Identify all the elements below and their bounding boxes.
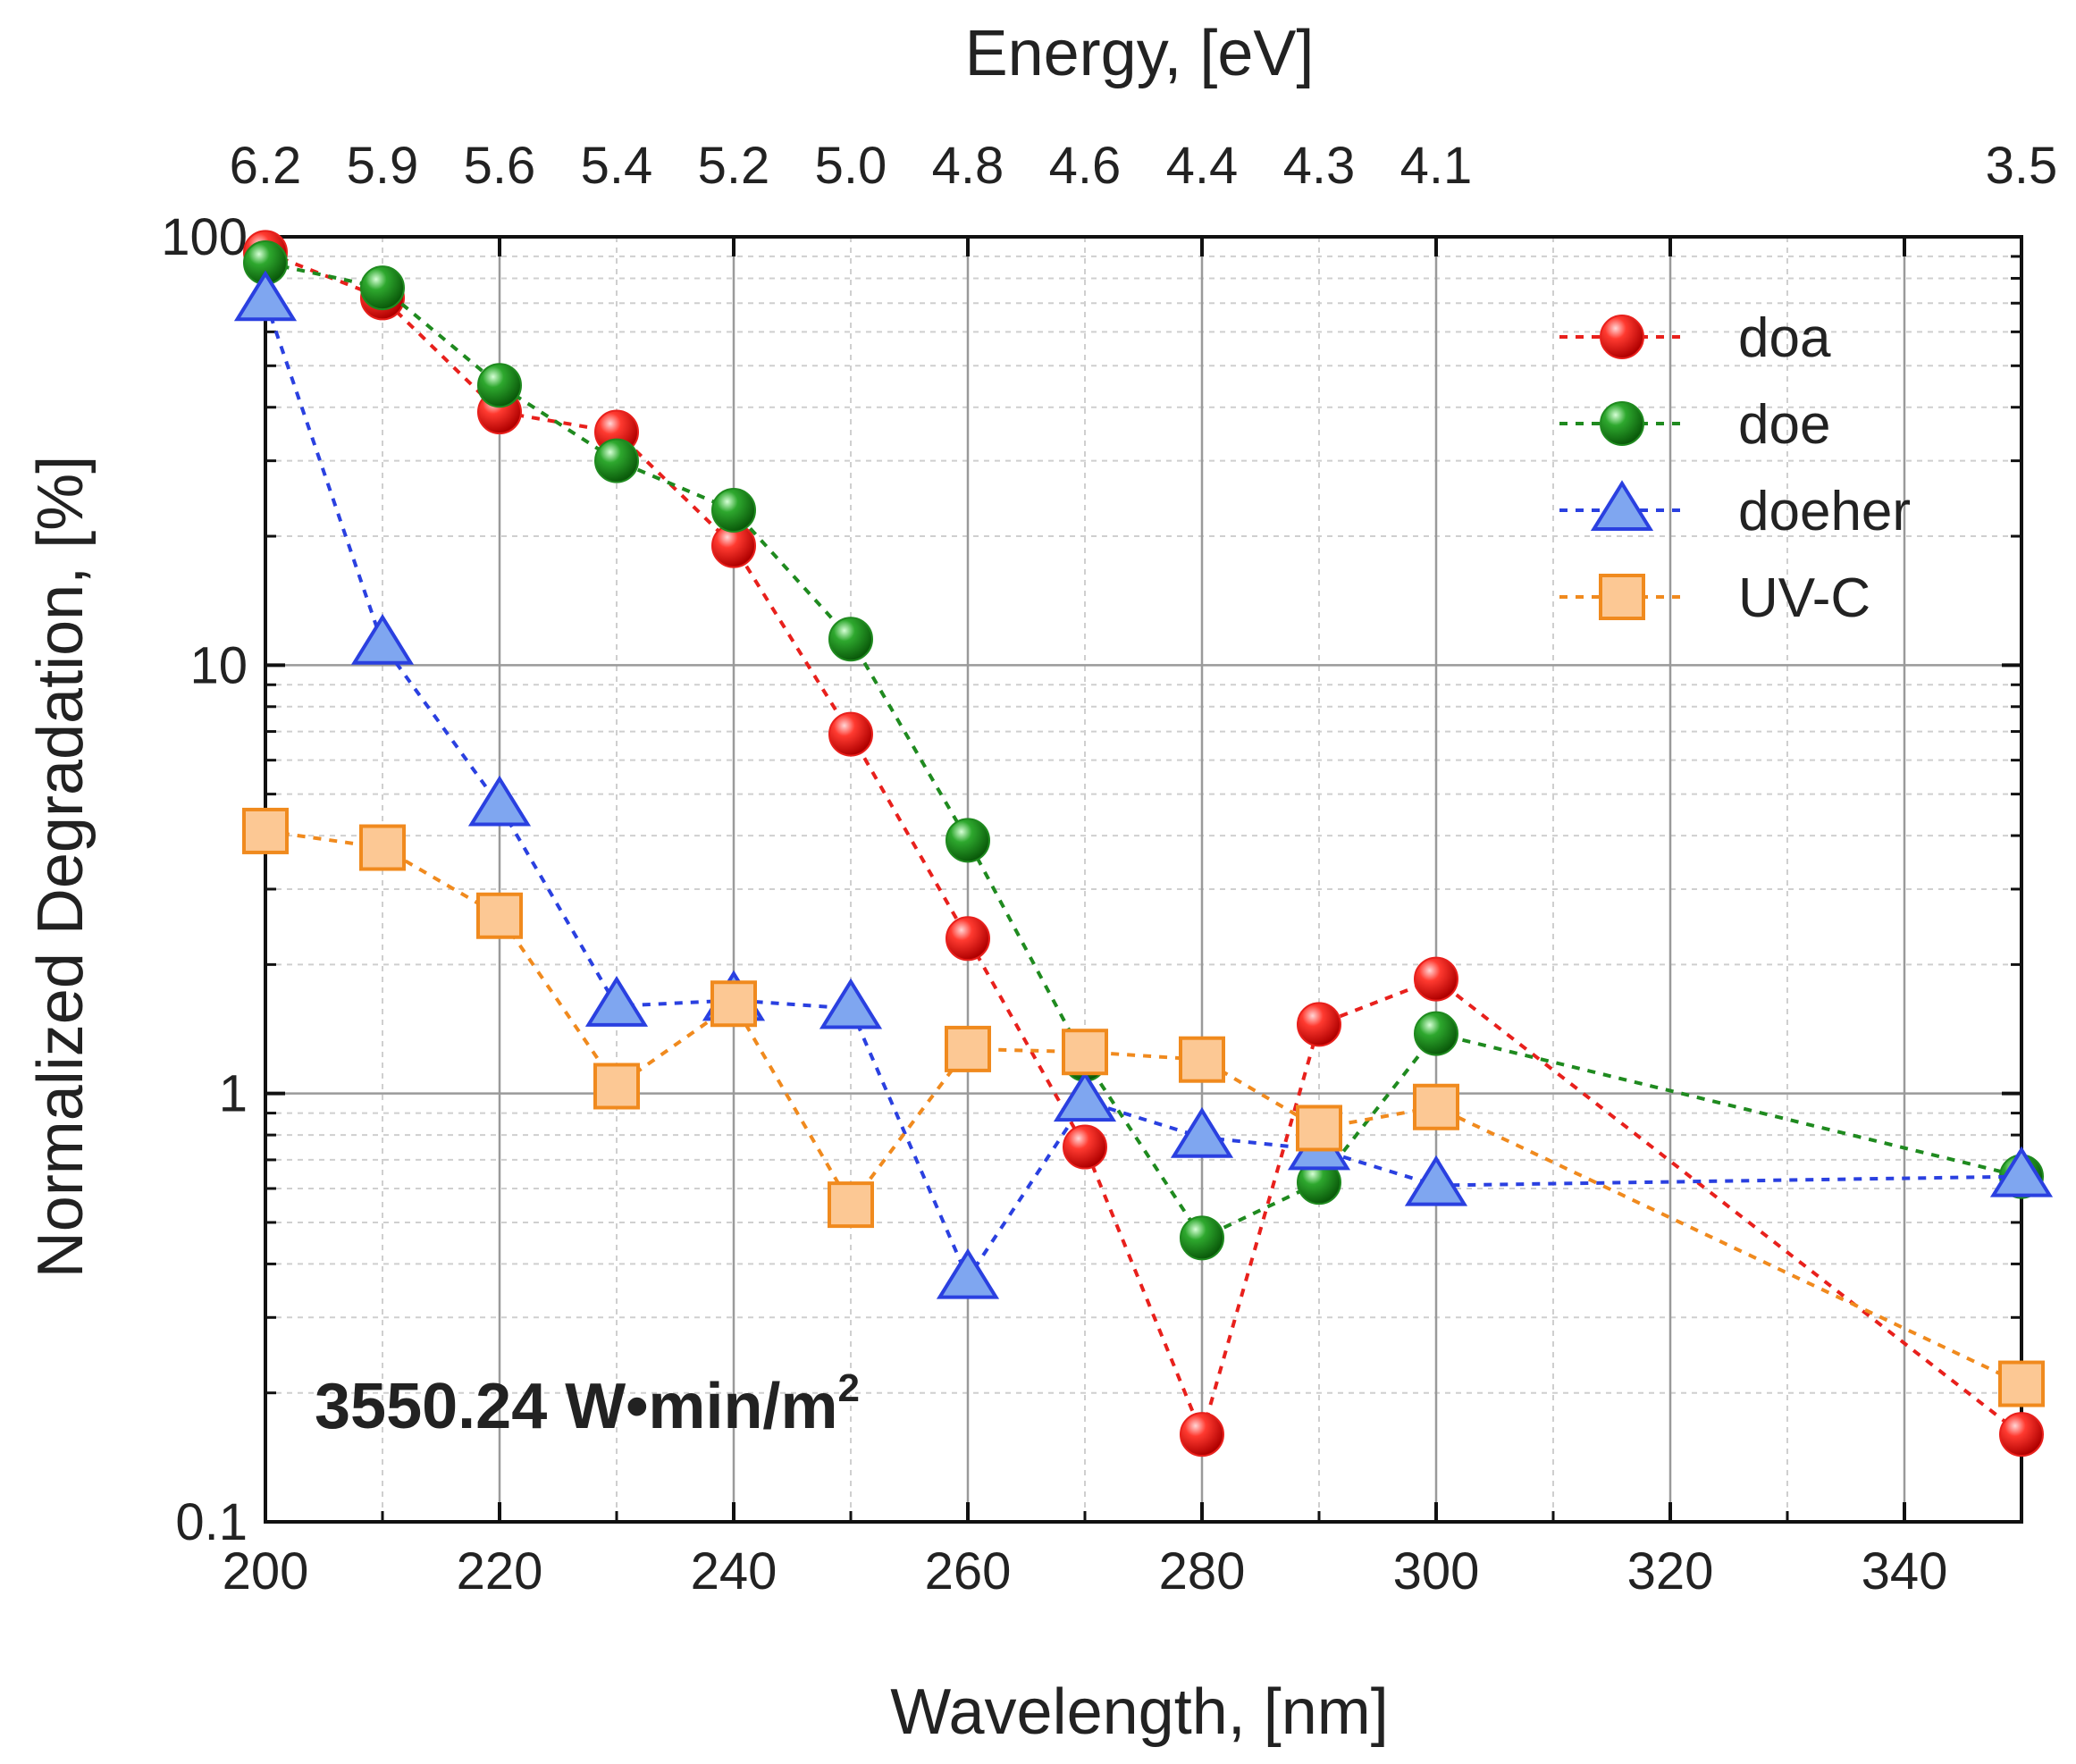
top-axis-title: Energy, [eV] <box>965 18 1315 89</box>
data-point-doeher <box>1170 1106 1234 1158</box>
legend-item-doe: doe <box>1559 394 1830 456</box>
data-point-UV-C <box>1998 1360 2045 1407</box>
y-tick-label: 1 <box>219 1065 248 1123</box>
x-tick-label: 240 <box>691 1542 777 1600</box>
legend-marker-doe <box>1600 401 1644 446</box>
series-doeher <box>233 270 2054 1299</box>
data-point-UV-C <box>1179 1036 1225 1083</box>
x-tick-label: 300 <box>1393 1542 1480 1600</box>
y-tick-label: 100 <box>161 208 248 266</box>
x-tick-label: 200 <box>223 1542 309 1600</box>
legend-marker-doa <box>1600 315 1644 359</box>
top-tick-label: 4.1 <box>1400 137 1473 195</box>
data-point-UV-C <box>828 1181 874 1229</box>
top-tick-label: 4.8 <box>932 137 1004 195</box>
top-tick-label: 4.3 <box>1283 137 1356 195</box>
data-point-doeher <box>350 613 415 665</box>
top-tick-label: 5.6 <box>464 137 536 195</box>
data-point-doeher <box>936 1247 1000 1299</box>
annotation-text: 3550.24 W•min/m <box>315 1371 837 1442</box>
series-line-UV-C <box>265 828 2022 1386</box>
y-tick-label: 0.1 <box>175 1493 248 1551</box>
legend-marker-doeher <box>1590 480 1654 531</box>
data-point-doa <box>1063 1124 1107 1170</box>
data-point-doe <box>946 818 990 863</box>
legend-item-doa: doa <box>1559 307 1831 369</box>
legend-label-doa: doa <box>1738 307 1831 369</box>
data-point-doeher <box>1404 1155 1468 1206</box>
top-tick-label: 5.2 <box>698 137 770 195</box>
data-point-doa <box>1414 956 1458 1002</box>
data-point-UV-C <box>359 824 406 871</box>
legend: doa doe doeher UV-C <box>1559 307 1911 629</box>
data-point-doa <box>1180 1412 1224 1457</box>
x-tick-label: 220 <box>457 1542 543 1600</box>
series-line-doe <box>265 261 2022 1240</box>
data-point-doa <box>1999 1412 2044 1457</box>
data-point-doe <box>1180 1215 1224 1261</box>
data-point-doe <box>594 438 639 483</box>
data-point-doe <box>477 363 522 408</box>
data-point-UV-C <box>476 892 523 939</box>
data-point-doeher <box>467 775 532 827</box>
legend-item-UV-C: UV-C <box>1559 567 1870 629</box>
data-point-doe <box>1414 1011 1458 1056</box>
series-line-doeher <box>264 299 2022 1282</box>
data-point-doe <box>360 265 405 311</box>
data-point-UV-C <box>1296 1105 1342 1152</box>
energy-dose-annotation: 3550.24 W•min/m2 <box>315 1366 860 1442</box>
y-tick-label: 10 <box>189 636 248 694</box>
x-tick-label: 260 <box>925 1542 1012 1600</box>
data-point-UV-C <box>710 980 757 1028</box>
y-axis-title: Normalized Degradation, [%] <box>25 456 97 1278</box>
data-point-doe <box>828 617 873 662</box>
x-axis-title: Wavelength, [nm] <box>890 1676 1389 1748</box>
x-tick-label: 280 <box>1159 1542 1246 1600</box>
legend-marker-UV-C <box>1599 574 1645 620</box>
data-point-doeher <box>1989 1146 2054 1197</box>
top-tick-label: 6.2 <box>230 137 302 195</box>
legend-item-doeher: doeher <box>1559 480 1911 542</box>
data-point-doeher <box>584 976 649 1027</box>
data-point-doa <box>946 916 990 962</box>
legend-label-doe: doe <box>1738 394 1830 456</box>
top-tick-label: 4.6 <box>1049 137 1122 195</box>
series-UV-C <box>242 807 2045 1407</box>
data-point-UV-C <box>1413 1083 1459 1130</box>
x-tick-label: 320 <box>1627 1542 1714 1600</box>
data-point-doeher <box>233 270 298 322</box>
top-tick-label: 5.4 <box>581 137 653 195</box>
data-point-UV-C <box>945 1025 991 1072</box>
axes: 200 220 240 260 280 300 320 340 0.1 1 10 100 6.2 5.9 5… <box>161 137 2057 1600</box>
plot-frame <box>264 235 2023 1524</box>
data-point-UV-C <box>1062 1029 1108 1076</box>
data-point-UV-C <box>593 1063 640 1110</box>
series-layer <box>233 230 2054 1457</box>
data-point-doe <box>711 487 756 533</box>
data-point-doa <box>1297 1002 1341 1047</box>
data-point-UV-C <box>242 807 289 854</box>
legend-label-doeher: doeher <box>1738 481 1911 542</box>
data-point-doa <box>828 711 873 757</box>
legend-label-UV-C: UV-C <box>1738 567 1870 629</box>
top-tick-label: 5.0 <box>815 137 887 195</box>
data-point-doeher <box>819 978 883 1029</box>
top-tick-label: 4.4 <box>1166 137 1239 195</box>
annotation-superscript: 2 <box>837 1366 859 1410</box>
top-tick-label: 5.9 <box>347 137 419 195</box>
data-point-doeher <box>1053 1071 1117 1122</box>
x-tick-label: 340 <box>1862 1542 1948 1600</box>
top-tick-label: 3.5 <box>1986 137 2058 195</box>
